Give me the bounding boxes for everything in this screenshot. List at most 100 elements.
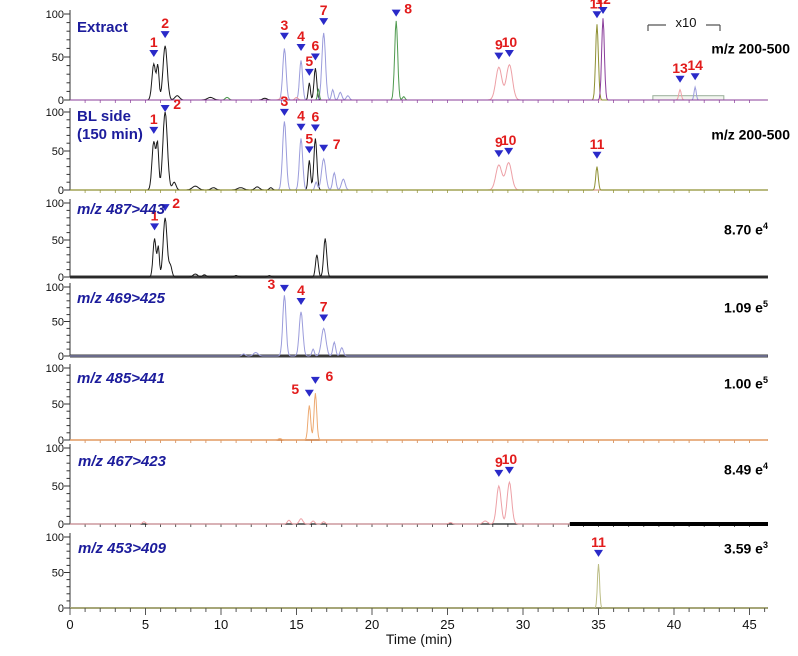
peak-number: 7	[320, 299, 328, 315]
y-tick-label: 0	[58, 95, 64, 107]
panel-2-label: BL side (150 min)	[77, 108, 143, 144]
y-tick-label: 0	[58, 435, 64, 447]
x-axis-title: Time (min)	[385, 631, 453, 647]
x-tick-label: 15	[289, 617, 303, 632]
panel-5-intensity-sup: 5	[762, 375, 768, 385]
peak-marker-triangle	[690, 73, 700, 81]
peak-number: 2	[172, 195, 180, 211]
panel-4-intensity-label: 1.09 e5	[724, 299, 768, 316]
peak-marker-triangle	[160, 204, 170, 212]
panel-1-mz-range-label: m/z 200-500	[711, 40, 790, 57]
panel-6-intensity-sup: 4	[762, 461, 768, 471]
peak-number: 5	[291, 381, 299, 397]
trace-black	[70, 217, 768, 278]
y-tick-label: 100	[46, 443, 64, 455]
peak-number: 1	[150, 34, 158, 50]
panel-7-intensity-label: 3.59 e3	[724, 540, 768, 557]
panel-6-intensity-label: 8.49 e4	[724, 461, 768, 478]
peak-marker-triangle	[504, 50, 514, 57]
x-tick-label: 20	[365, 617, 379, 632]
y-tick-label: 50	[52, 399, 64, 411]
panel-1-range-text: m/z 200-500	[711, 40, 790, 57]
y-tick-label: 0	[58, 185, 64, 197]
y-tick-label: 100	[46, 282, 64, 294]
peak-marker-triangle	[310, 53, 320, 61]
trace-pale-olive	[70, 563, 768, 609]
trace-orange	[70, 393, 768, 441]
peak-number: 2	[161, 15, 169, 31]
peak-number: 8	[404, 1, 412, 17]
panel-3-intensity-text: 8.70 e	[724, 221, 763, 238]
x-tick-label: 45	[742, 617, 756, 632]
peak-number: 3	[281, 93, 289, 109]
peak-marker-triangle	[391, 9, 401, 17]
peak-marker-triangle	[296, 123, 306, 131]
peak-marker-triangle	[592, 11, 602, 19]
peak-number: 7	[320, 2, 328, 18]
panel-7-intensity-sup: 3	[762, 540, 768, 550]
peak-number: 4	[297, 108, 305, 124]
panel-6-intensity-text: 8.49 e	[724, 461, 763, 478]
peak-marker-triangle	[494, 52, 504, 60]
peak-number: 2	[173, 96, 181, 112]
peak-marker-triangle	[310, 124, 320, 132]
peak-marker-triangle	[160, 31, 170, 39]
y-tick-label: 100	[46, 532, 64, 544]
peak-marker-triangle	[149, 126, 159, 134]
y-tick-label: 50	[52, 235, 64, 247]
peak-marker-triangle	[279, 108, 289, 116]
y-tick-label: 0	[58, 351, 64, 363]
peak-number: 6	[311, 109, 319, 125]
peak-marker-triangle	[279, 32, 289, 40]
peak-number: 5	[305, 53, 313, 69]
trace-black	[70, 45, 768, 101]
peak-marker-triangle	[598, 7, 608, 14]
trace-pink	[70, 480, 768, 525]
peak-marker-triangle	[494, 150, 504, 158]
panel-3-intensity-sup: 4	[762, 221, 768, 231]
peak-number: 1	[150, 111, 158, 127]
trace-blue	[70, 121, 768, 191]
peak-number: 9	[495, 37, 503, 53]
panel-4-label: m/z 469>425	[77, 290, 165, 307]
panel-1-label: Extract	[77, 19, 128, 36]
peak-marker-triangle	[279, 284, 289, 292]
panel-5-intensity-label: 1.00 e5	[724, 375, 768, 392]
x-tick-label: 35	[591, 617, 605, 632]
peak-marker-triangle	[494, 469, 504, 477]
x-tick-label: 0	[66, 617, 73, 632]
x-tick-label: 30	[516, 617, 530, 632]
peak-number: 6	[325, 368, 333, 384]
y-tick-label: 50	[52, 146, 64, 158]
panel-5-label: m/z 485>441	[77, 370, 165, 387]
panel-2-label-line1: BL side	[77, 108, 131, 125]
peak-marker-triangle	[304, 389, 314, 397]
peak-number: 9	[495, 134, 503, 150]
panel-5-intensity-text: 1.00 e	[724, 375, 763, 392]
panel-4-intensity-text: 1.09 e	[724, 299, 763, 316]
peak-marker-triangle	[319, 144, 329, 152]
y-tick-label: 50	[52, 52, 64, 64]
x10-region-box	[652, 95, 725, 101]
y-tick-label: 50	[52, 481, 64, 493]
peak-number: 13	[672, 60, 688, 76]
peak-marker-triangle	[319, 314, 329, 322]
peak-marker-triangle	[304, 146, 314, 154]
panel-7-label: m/z 453>409	[78, 540, 166, 557]
peak-number: 11	[590, 136, 605, 152]
trace-pink	[70, 63, 768, 101]
trace-blue	[70, 295, 768, 357]
y-tick-label: 100	[46, 107, 64, 119]
panel-7-intensity-text: 3.59 e	[724, 540, 763, 557]
peak-marker-triangle	[160, 105, 170, 112]
peak-marker-triangle	[504, 147, 514, 155]
x10-magnification-label: x10	[666, 15, 706, 30]
peak-number: 9	[495, 454, 503, 470]
y-tick-label: 0	[58, 603, 64, 615]
peak-number: 10	[502, 34, 518, 50]
peak-number: 11	[590, 0, 605, 11]
y-tick-label: 100	[46, 363, 64, 375]
y-tick-label: 0	[58, 519, 64, 531]
peak-marker-triangle	[149, 50, 159, 57]
